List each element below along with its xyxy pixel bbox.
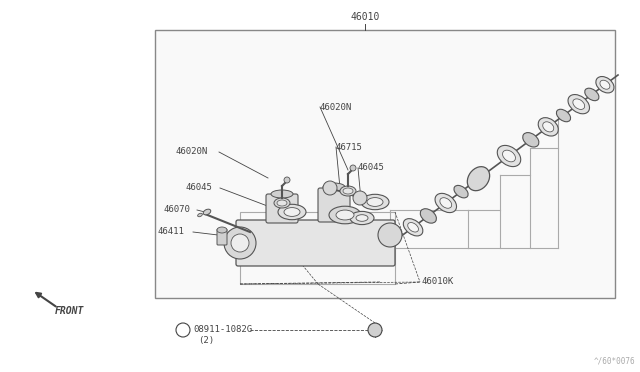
Text: 46045: 46045 [186, 183, 213, 192]
Circle shape [378, 223, 402, 247]
Circle shape [284, 177, 290, 183]
Text: 46010: 46010 [350, 12, 380, 22]
Ellipse shape [329, 206, 361, 224]
Text: (2): (2) [198, 336, 214, 344]
Circle shape [350, 165, 356, 171]
Ellipse shape [278, 204, 306, 220]
Ellipse shape [198, 213, 202, 217]
Ellipse shape [502, 150, 515, 162]
Text: 08911-1082G: 08911-1082G [193, 326, 252, 334]
Circle shape [353, 191, 367, 205]
Ellipse shape [277, 200, 287, 206]
Ellipse shape [573, 99, 585, 109]
Ellipse shape [596, 77, 614, 93]
Ellipse shape [408, 222, 419, 232]
Ellipse shape [271, 190, 293, 198]
Circle shape [176, 323, 190, 337]
Ellipse shape [467, 167, 490, 191]
Ellipse shape [323, 183, 345, 191]
Ellipse shape [556, 109, 571, 122]
Ellipse shape [585, 88, 599, 101]
Ellipse shape [217, 227, 227, 233]
Text: ^/60*0076: ^/60*0076 [593, 357, 635, 366]
FancyBboxPatch shape [236, 220, 395, 266]
FancyBboxPatch shape [318, 188, 350, 222]
Ellipse shape [543, 122, 554, 132]
Ellipse shape [356, 215, 368, 221]
Text: FRONT: FRONT [55, 306, 84, 316]
Ellipse shape [420, 209, 436, 223]
Text: 46010K: 46010K [422, 278, 454, 286]
Ellipse shape [435, 193, 456, 212]
FancyBboxPatch shape [217, 229, 227, 245]
Circle shape [224, 227, 256, 259]
Ellipse shape [538, 118, 558, 136]
Circle shape [323, 181, 337, 195]
Ellipse shape [336, 210, 354, 220]
Ellipse shape [367, 198, 383, 206]
Bar [240, 212, 395, 284]
FancyBboxPatch shape [266, 194, 298, 223]
Ellipse shape [403, 219, 423, 236]
Ellipse shape [497, 145, 521, 167]
Text: 46045: 46045 [358, 164, 385, 173]
Text: 46715: 46715 [336, 142, 363, 151]
Text: 46070: 46070 [163, 205, 190, 215]
Ellipse shape [284, 208, 300, 217]
Bar [155, 30, 615, 298]
Ellipse shape [568, 94, 589, 114]
Ellipse shape [600, 80, 610, 89]
Text: 46411: 46411 [158, 228, 185, 237]
Ellipse shape [204, 209, 211, 215]
Ellipse shape [440, 198, 452, 208]
Ellipse shape [350, 211, 374, 225]
Circle shape [368, 323, 382, 337]
Ellipse shape [274, 198, 290, 208]
Circle shape [231, 234, 249, 252]
Text: 46020N: 46020N [320, 103, 352, 112]
Text: N: N [181, 327, 185, 333]
Ellipse shape [340, 186, 356, 196]
Ellipse shape [454, 185, 468, 198]
Ellipse shape [343, 188, 353, 194]
Ellipse shape [361, 194, 389, 210]
Ellipse shape [523, 132, 539, 147]
Text: 46020N: 46020N [175, 148, 207, 157]
